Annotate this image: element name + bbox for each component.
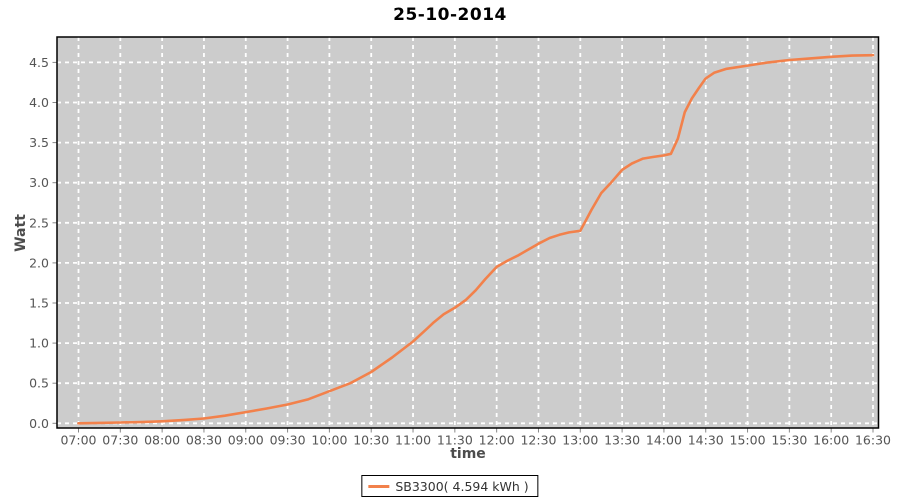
x-tick-label: 07:00 [60, 433, 96, 448]
x-axis-label: time [450, 446, 486, 462]
x-tick-label: 16:00 [813, 433, 849, 448]
legend-series-label: SB3300( 4.594 kWh ) [395, 478, 529, 494]
x-tick-label: 08:30 [186, 433, 222, 448]
x-tick-label: 16:30 [855, 433, 891, 448]
y-tick-label: 4.0 [29, 95, 49, 110]
chart-title: 25-10-2014 [393, 5, 507, 25]
y-tick-label: 1.0 [29, 336, 49, 351]
plot-border [56, 36, 880, 429]
y-tick-label: 1.5 [29, 296, 49, 311]
y-tick-label: 3.0 [29, 175, 49, 190]
x-tick-label: 14:00 [646, 433, 682, 448]
x-tick-label: 07:30 [102, 433, 138, 448]
y-tick-label: 0.0 [29, 416, 49, 431]
x-tick-label: 14:30 [688, 433, 724, 448]
y-tick-label: 2.0 [29, 255, 49, 270]
x-tick-label: 15:00 [730, 433, 766, 448]
x-tick-label: 09:00 [228, 433, 264, 448]
x-tick-label: 12:00 [479, 433, 515, 448]
x-tick-label: 11:30 [437, 433, 473, 448]
x-tick-label: 08:00 [144, 433, 180, 448]
y-tick-label: 4.5 [29, 55, 49, 70]
y-axis-label: Watt [13, 214, 29, 252]
plot-area[interactable] [57, 37, 879, 428]
x-tick-label: 11:00 [395, 433, 431, 448]
series-line [77, 53, 875, 425]
x-tick-label: 15:30 [771, 433, 807, 448]
y-tick-label: 0.5 [29, 376, 49, 391]
legend: SB3300( 4.594 kWh ) [361, 475, 539, 497]
x-tick-label: 13:30 [604, 433, 640, 448]
x-tick-label: 10:30 [353, 433, 389, 448]
x-tick-label: 13:00 [562, 433, 598, 448]
x-tick-label: 12:30 [520, 433, 556, 448]
y-tick-label: 2.5 [29, 215, 49, 230]
x-tick-label: 10:00 [311, 433, 347, 448]
y-tick-label: 3.5 [29, 135, 49, 150]
legend-line-swatch [368, 484, 390, 488]
x-tick-label: 09:30 [270, 433, 306, 448]
